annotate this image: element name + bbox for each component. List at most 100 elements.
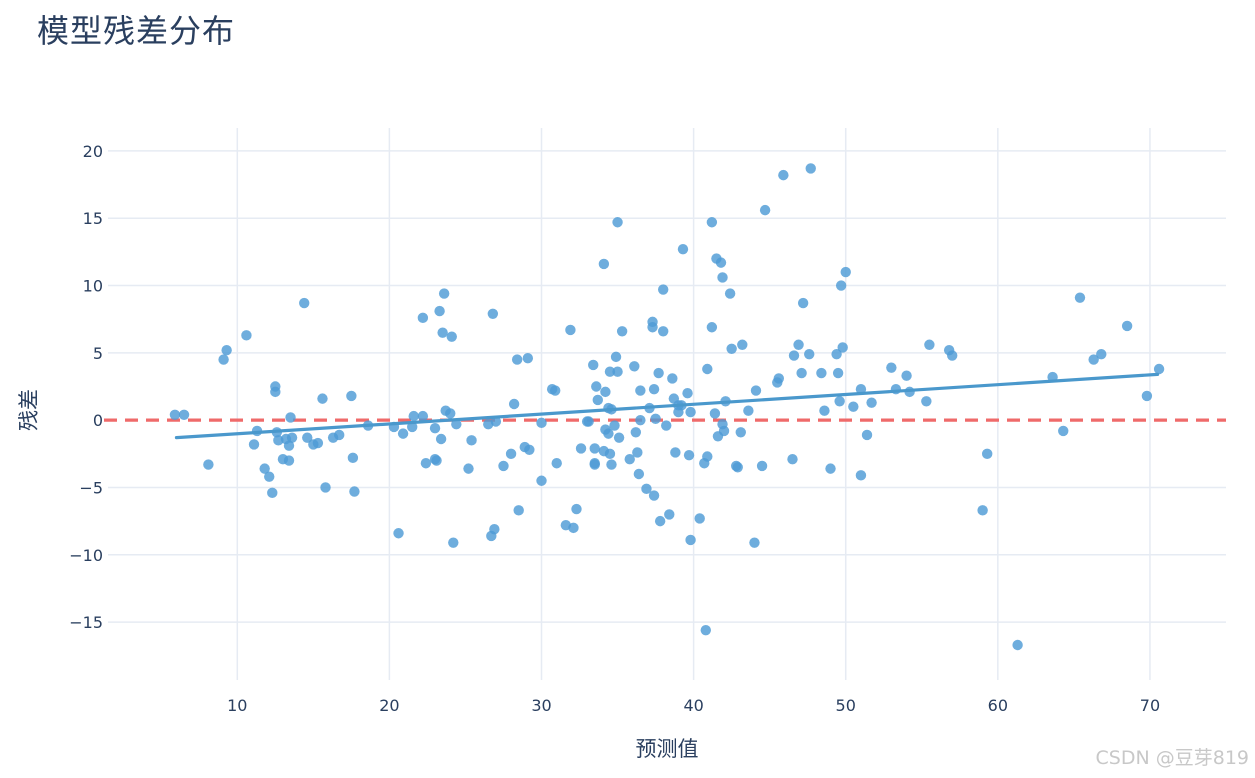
data-point <box>796 367 807 379</box>
data-point <box>302 432 313 443</box>
data-point <box>320 482 331 493</box>
data-point <box>571 503 582 515</box>
data-point <box>709 408 721 419</box>
data-point <box>700 624 711 636</box>
data-point <box>589 443 600 454</box>
data-point <box>788 350 800 361</box>
data-point <box>489 524 500 535</box>
data-point <box>947 350 958 361</box>
axis-tick-labels: 10 20 30 40 50 60 70 −15 −10 −5 0 5 10 15 20 <box>69 142 1160 715</box>
y-tick-label: −10 <box>69 546 103 565</box>
data-point <box>702 363 713 375</box>
data-point <box>834 396 845 407</box>
data-point <box>635 385 646 396</box>
data-point <box>717 272 728 283</box>
grid-lines <box>108 128 1226 680</box>
x-tick-label: 50 <box>836 696 856 715</box>
data-point <box>259 463 270 474</box>
data-point <box>568 522 579 534</box>
data-point <box>434 305 445 317</box>
data-point <box>490 416 502 427</box>
data-point <box>718 425 730 437</box>
data-point <box>657 284 669 295</box>
x-tick-label: 20 <box>379 696 399 715</box>
data-point <box>835 280 847 291</box>
data-point <box>248 439 260 450</box>
data-point <box>724 288 736 299</box>
data-point <box>592 394 603 406</box>
y-tick-label: 5 <box>93 344 103 363</box>
data-point <box>837 342 848 353</box>
data-point <box>648 383 660 395</box>
data-point <box>797 297 809 309</box>
data-point <box>522 353 534 364</box>
data-point <box>536 475 547 486</box>
data-point <box>435 433 447 445</box>
data-point <box>169 409 181 420</box>
data-point <box>667 373 678 384</box>
y-tick-label: 20 <box>83 142 103 161</box>
data-point <box>715 257 727 268</box>
data-point <box>629 361 640 372</box>
data-point <box>647 322 658 333</box>
x-tick-label: 30 <box>531 696 551 715</box>
data-point <box>1088 354 1099 365</box>
data-point <box>536 417 547 429</box>
data-point <box>612 217 623 228</box>
data-point <box>685 406 696 418</box>
x-tick-label: 10 <box>227 696 247 715</box>
data-point <box>694 513 705 524</box>
data-point <box>346 390 357 402</box>
data-point <box>551 458 562 469</box>
data-point <box>825 463 836 474</box>
data-point <box>737 339 748 350</box>
data-point <box>407 421 418 433</box>
trend-line <box>174 372 1160 440</box>
x-tick-label: 40 <box>683 696 703 715</box>
data-point <box>641 483 652 495</box>
data-point <box>706 322 718 333</box>
data-point <box>420 458 432 469</box>
data-point <box>1096 348 1107 360</box>
data-point <box>429 423 441 434</box>
y-axis-title: 残差 <box>17 389 41 431</box>
data-point <box>604 366 616 377</box>
data-point <box>759 204 771 216</box>
data-point <box>613 432 625 443</box>
data-point <box>417 312 429 324</box>
data-point <box>511 354 523 365</box>
data-point <box>635 414 646 426</box>
data-point <box>446 331 457 342</box>
chart-title: 模型残差分布 <box>37 12 236 50</box>
data-point <box>417 410 429 422</box>
data-point <box>218 354 229 365</box>
data-point <box>831 348 842 360</box>
data-point <box>1074 292 1086 303</box>
data-point <box>575 443 587 454</box>
data-point <box>463 463 474 474</box>
data-point <box>498 460 509 472</box>
data-point <box>583 416 594 427</box>
data-point <box>589 459 600 470</box>
data-point <box>550 385 561 396</box>
data-point <box>508 398 520 410</box>
data-point <box>609 420 620 431</box>
data-point <box>612 366 623 377</box>
data-point <box>437 327 448 338</box>
data-point <box>241 330 252 341</box>
data-point <box>178 409 190 420</box>
data-point <box>565 324 576 336</box>
data-point <box>591 381 602 392</box>
data-point <box>1141 390 1153 402</box>
data-point <box>682 388 693 399</box>
data-point <box>921 396 932 407</box>
data-point <box>840 266 851 278</box>
data-point <box>1121 320 1133 332</box>
data-point <box>1153 363 1165 375</box>
data-point <box>610 351 622 363</box>
data-point <box>677 243 689 255</box>
data-point <box>924 339 935 350</box>
y-tick-label: −5 <box>79 478 103 497</box>
data-point <box>604 448 616 460</box>
data-point <box>685 534 696 546</box>
